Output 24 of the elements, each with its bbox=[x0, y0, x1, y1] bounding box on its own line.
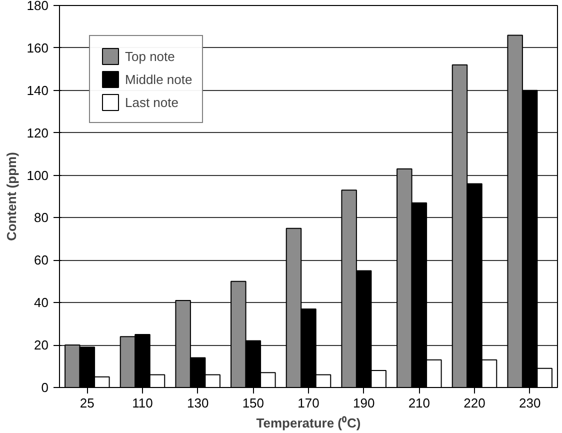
y-tick-label: 20 bbox=[34, 338, 49, 353]
x-tick-label: 210 bbox=[408, 396, 430, 410]
x-axis-title: Temperature (⁰C) bbox=[256, 416, 361, 430]
y-tick-label: 120 bbox=[26, 125, 49, 140]
y-tick-label: 100 bbox=[26, 168, 49, 183]
y-tick-label: 160 bbox=[26, 40, 49, 56]
y-tick-label: 140 bbox=[26, 82, 49, 98]
x-tick-label: 220 bbox=[464, 396, 486, 410]
y-tick-label: 80 bbox=[34, 210, 49, 226]
x-tick-label: 150 bbox=[242, 396, 264, 410]
y-tick-label: 0 bbox=[41, 380, 49, 395]
x-tick-label: 190 bbox=[352, 396, 375, 410]
legend-label: Last note bbox=[125, 94, 178, 110]
y-tick-label: 180 bbox=[26, 0, 49, 13]
legend-label: Top note bbox=[125, 48, 175, 64]
legend-label: Middle note bbox=[125, 72, 192, 86]
x-tick-label: 130 bbox=[186, 396, 209, 410]
x-tick-label: 110 bbox=[132, 396, 153, 410]
y-axis-title: Content (ppm) bbox=[4, 152, 19, 241]
y-tick-label: 40 bbox=[34, 295, 49, 310]
x-tick-label: 230 bbox=[518, 396, 541, 410]
x-tick-label: 170 bbox=[298, 396, 320, 410]
x-tick-label: 25 bbox=[80, 396, 94, 410]
y-tick-label: 60 bbox=[34, 252, 49, 268]
